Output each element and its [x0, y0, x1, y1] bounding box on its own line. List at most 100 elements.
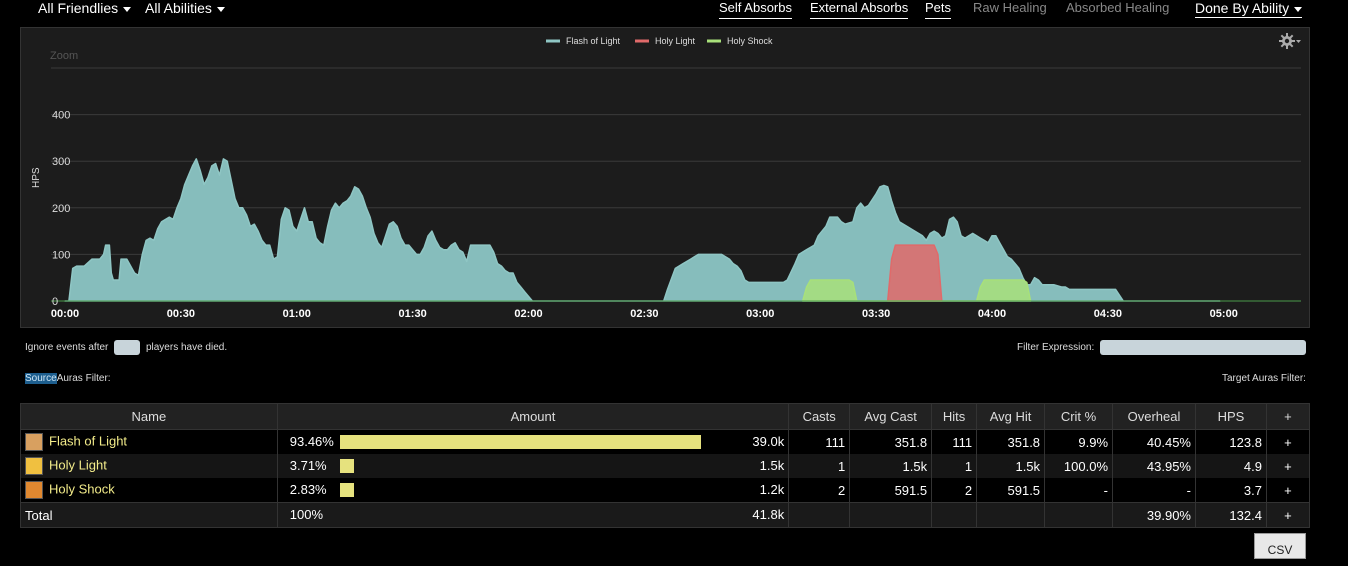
amount-cell: 93.46% 39.0k	[276, 429, 790, 454]
tab-raw-healing[interactable]: Raw Healing	[973, 0, 1047, 15]
hits-cell: 1	[931, 454, 978, 478]
ability-name-cell[interactable]: Flash of Light	[20, 429, 278, 454]
series-area-flash-of-light[interactable]	[64, 158, 1221, 302]
chevron-down-icon	[123, 6, 132, 12]
total-expand-button[interactable]: +	[1265, 502, 1311, 528]
header-hps[interactable]: HPS	[1194, 403, 1267, 430]
hits-cell: 111	[931, 429, 978, 454]
expand-button[interactable]: +	[1265, 429, 1311, 454]
total-overheal: 39.90%	[1112, 502, 1196, 528]
total-amount: 41.8k	[752, 507, 785, 522]
x-tick-label: 02:30	[630, 308, 658, 320]
total-amount-cell: 100% 41.8k	[276, 502, 790, 528]
header-crit[interactable]: Crit %	[1044, 403, 1114, 430]
healing-chart[interactable]: 0 100 200 300 400 00:00 00:30 01:00 01:30 02:00 0…	[20, 27, 1310, 328]
header-plus[interactable]: +	[1265, 403, 1311, 430]
header-casts[interactable]: Casts	[788, 403, 851, 430]
total-hits-cell	[931, 502, 978, 528]
done-by-dropdown-label: Done By Ability	[1195, 0, 1290, 16]
auras-filter-label: Auras Filter:	[56, 373, 111, 384]
expand-button[interactable]: +	[1265, 478, 1311, 503]
table-row[interactable]: Holy Shock 2.83% 1.2k 2 591.5 2 591.5- -3.7 +	[20, 478, 1311, 503]
gear-icon[interactable]	[1278, 32, 1302, 50]
friendlies-dropdown[interactable]: All Friendlies	[38, 0, 132, 16]
x-tick-label: 00:00	[51, 308, 79, 320]
amount-value: 39.0k	[752, 434, 785, 449]
avg-hit-cell: 591.5	[976, 478, 1046, 503]
header-overheal[interactable]: Overheal	[1112, 403, 1196, 430]
casts-cell: 1	[788, 454, 851, 478]
overheal-cell: -	[1112, 478, 1196, 503]
ability-name[interactable]: Holy Shock	[49, 481, 115, 497]
hps-cell: 3.7	[1194, 478, 1267, 503]
amount-cell: 2.83% 1.2k	[276, 478, 790, 503]
tab-self-absorbs[interactable]: Self Absorbs	[719, 0, 792, 19]
series-area-holy-light[interactable]	[886, 244, 943, 302]
chart-series	[51, 158, 1301, 302]
crit-cell: 100.0%	[1044, 454, 1114, 478]
tab-external-absorbs[interactable]: External Absorbs	[810, 0, 909, 19]
amount-bar	[339, 483, 354, 497]
casts-cell: 2	[788, 478, 851, 503]
source-toggle-link[interactable]: Source	[25, 373, 57, 384]
amount-percent: 3.71%	[289, 458, 327, 473]
total-avg-cast-cell	[849, 502, 933, 528]
total-hps: 132.4	[1194, 502, 1267, 528]
y-tick-label: 0	[52, 296, 58, 308]
y-axis-label: HPS	[31, 167, 42, 188]
x-tick-label: 04:00	[978, 308, 1006, 320]
friendlies-dropdown-label: All Friendlies	[38, 0, 119, 16]
x-tick-label: 01:30	[399, 308, 427, 320]
x-tick-label: 01:00	[283, 308, 311, 320]
amount-cell: 3.71% 1.5k	[276, 454, 790, 478]
ability-name-cell[interactable]: Holy Light	[20, 454, 278, 478]
flash-of-light-icon	[25, 433, 43, 451]
table-row[interactable]: Flash of Light 93.46% 39.0k 111 351.8 111 351.…	[20, 429, 1311, 454]
casts-cell: 111	[788, 429, 851, 454]
header-avg-hit[interactable]: Avg Hit	[976, 403, 1046, 430]
avg-cast-cell: 351.8	[849, 429, 933, 454]
header-amount[interactable]: Amount	[276, 403, 790, 430]
header-name[interactable]: Name	[20, 403, 278, 430]
ignore-events-label: Ignore events after	[25, 342, 109, 354]
ability-name[interactable]: Holy Light	[49, 457, 107, 473]
hps-cell: 4.9	[1194, 454, 1267, 478]
abilities-table: Name Amount Casts Avg Cast Hits Avg Hit …	[20, 403, 1311, 528]
expand-button[interactable]: +	[1265, 454, 1311, 478]
abilities-dropdown[interactable]: All Abilities	[145, 0, 225, 16]
ability-name[interactable]: Flash of Light	[49, 433, 128, 449]
tab-pets[interactable]: Pets	[925, 0, 952, 19]
y-axis: 0 100 200 300 400	[52, 110, 70, 308]
legend-item[interactable]: Flash of Light	[566, 36, 621, 46]
csv-export-button[interactable]: CSV	[1254, 533, 1306, 559]
table-header-row: Name Amount Casts Avg Cast Hits Avg Hit …	[20, 403, 1311, 430]
ability-name-cell[interactable]: Holy Shock	[20, 478, 278, 503]
ignore-events-control: Ignore events after players have died.	[25, 340, 227, 355]
total-avg-hit-cell	[976, 502, 1046, 528]
header-hits[interactable]: Hits	[931, 403, 978, 430]
crit-cell: 9.9%	[1044, 429, 1114, 454]
crit-cell: -	[1044, 478, 1114, 503]
total-percent: 100%	[289, 507, 323, 522]
chart-legend: Flash of Light Holy Light Holy Shock	[546, 36, 773, 46]
legend-item[interactable]: Holy Light	[655, 36, 696, 46]
legend-item[interactable]: Holy Shock	[727, 36, 773, 46]
ignore-events-suffix: players have died.	[145, 342, 228, 354]
table-row[interactable]: Holy Light 3.71% 1.5k 1 1.5k 1 1.5k 100.0% 43.95…	[20, 454, 1311, 478]
done-by-dropdown[interactable]: Done By Ability	[1195, 0, 1303, 18]
amount-percent: 2.83%	[289, 482, 327, 497]
filter-expression-input[interactable]	[1100, 340, 1307, 355]
y-tick-label: 200	[52, 203, 70, 215]
deaths-count-input[interactable]	[114, 340, 141, 355]
source-auras-filter: SourceAuras Filter:	[25, 373, 111, 384]
header-avg-cast[interactable]: Avg Cast	[849, 403, 933, 430]
hps-cell: 123.8	[1194, 429, 1267, 454]
filter-expression-control: Filter Expression:	[1017, 340, 1307, 355]
x-tick-label: 02:00	[514, 308, 542, 320]
chevron-down-icon	[216, 6, 225, 12]
amount-bar	[339, 459, 355, 473]
target-auras-filter-label: Target Auras Filter:	[1222, 373, 1306, 384]
tab-absorbed-healing[interactable]: Absorbed Healing	[1066, 0, 1170, 15]
x-tick-label: 03:30	[862, 308, 890, 320]
